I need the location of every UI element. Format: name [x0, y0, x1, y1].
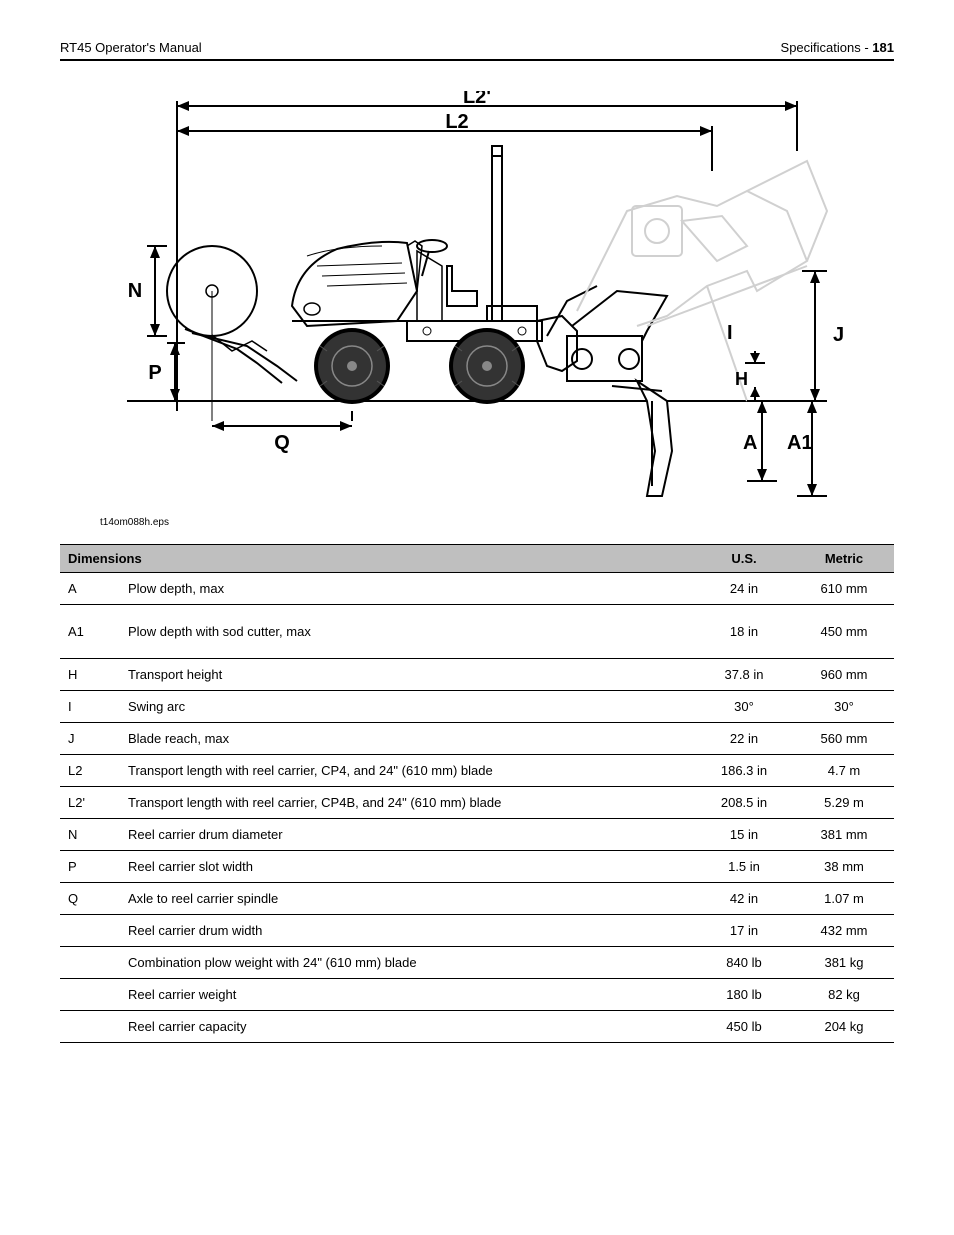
- cell-us: 186.3 in: [694, 755, 794, 787]
- cell-desc: Reel carrier slot width: [120, 851, 694, 883]
- cell-metric: 5.29 m: [794, 787, 894, 819]
- cell-desc: Reel carrier drum width: [120, 915, 694, 947]
- cell-metric: 204 kg: [794, 1011, 894, 1043]
- table-row: Combination plow weight with 24" (610 mm…: [60, 947, 894, 979]
- table-row: HTransport height37.8 in960 mm: [60, 659, 894, 691]
- label-l2p: L2': [463, 91, 491, 108]
- table-row: QAxle to reel carrier spindle42 in1.07 m: [60, 883, 894, 915]
- col-metric: Metric: [794, 545, 894, 573]
- spec-table: Dimensions U.S. Metric APlow depth, max2…: [60, 544, 894, 1043]
- cell-us: 17 in: [694, 915, 794, 947]
- table-row: NReel carrier drum diameter15 in381 mm: [60, 819, 894, 851]
- label-j: J: [833, 324, 844, 346]
- label-a1: A1: [787, 432, 813, 454]
- cell-us: 15 in: [694, 819, 794, 851]
- diagram-caption: t14om088h.eps: [100, 517, 894, 528]
- cell-desc: Transport length with reel carrier, CP4B…: [120, 787, 694, 819]
- cell-metric: 381 mm: [794, 819, 894, 851]
- col-us: U.S.: [694, 545, 794, 573]
- cell-ref: A: [60, 573, 120, 605]
- cell-us: 450 lb: [694, 1011, 794, 1043]
- label-i: I: [727, 322, 733, 344]
- table-row: PReel carrier slot width1.5 in38 mm: [60, 851, 894, 883]
- table-row: L2'Transport length with reel carrier, C…: [60, 787, 894, 819]
- cell-desc: Swing arc: [120, 691, 694, 723]
- cell-us: 18 in: [694, 605, 794, 659]
- table-row: Reel carrier weight180 lb82 kg: [60, 979, 894, 1011]
- cell-metric: 960 mm: [794, 659, 894, 691]
- table-row: APlow depth, max24 in610 mm: [60, 573, 894, 605]
- cell-ref: I: [60, 691, 120, 723]
- cell-metric: 450 mm: [794, 605, 894, 659]
- cell-desc: Transport height: [120, 659, 694, 691]
- col-dimensions: Dimensions: [60, 545, 694, 573]
- cell-us: 180 lb: [694, 979, 794, 1011]
- cell-ref: P: [60, 851, 120, 883]
- label-n: N: [128, 280, 142, 302]
- cell-ref: A1: [60, 605, 120, 659]
- cell-metric: 610 mm: [794, 573, 894, 605]
- label-h: H: [735, 369, 748, 389]
- cell-us: 22 in: [694, 723, 794, 755]
- cell-us: 30°: [694, 691, 794, 723]
- cell-desc: Combination plow weight with 24" (610 mm…: [120, 947, 694, 979]
- equipment-diagram: L2' L2 N: [107, 91, 847, 511]
- cell-desc: Reel carrier capacity: [120, 1011, 694, 1043]
- cell-ref: L2: [60, 755, 120, 787]
- cell-desc: Reel carrier drum diameter: [120, 819, 694, 851]
- label-a: A: [743, 432, 757, 454]
- cell-metric: 1.07 m: [794, 883, 894, 915]
- label-p: P: [148, 362, 161, 384]
- table-header-row: Dimensions U.S. Metric: [60, 545, 894, 573]
- cell-ref: J: [60, 723, 120, 755]
- cell-desc: Plow depth, max: [120, 573, 694, 605]
- cell-ref: [60, 1011, 120, 1043]
- cell-metric: 560 mm: [794, 723, 894, 755]
- table-row: ISwing arc30°30°: [60, 691, 894, 723]
- header-left: RT45 Operator's Manual: [60, 40, 202, 55]
- cell-ref: [60, 979, 120, 1011]
- cell-desc: Plow depth with sod cutter, max: [120, 605, 694, 659]
- label-l2: L2: [445, 111, 468, 133]
- cell-us: 840 lb: [694, 947, 794, 979]
- cell-metric: 432 mm: [794, 915, 894, 947]
- cell-us: 208.5 in: [694, 787, 794, 819]
- table-row: Reel carrier drum width17 in432 mm: [60, 915, 894, 947]
- cell-ref: N: [60, 819, 120, 851]
- cell-ref: H: [60, 659, 120, 691]
- cell-us: 24 in: [694, 573, 794, 605]
- cell-us: 1.5 in: [694, 851, 794, 883]
- cell-ref: [60, 947, 120, 979]
- table-row: A1Plow depth with sod cutter, max18 in45…: [60, 605, 894, 659]
- cell-ref: L2': [60, 787, 120, 819]
- table-row: Reel carrier capacity450 lb204 kg: [60, 1011, 894, 1043]
- table-row: L2Transport length with reel carrier, CP…: [60, 755, 894, 787]
- cell-metric: 4.7 m: [794, 755, 894, 787]
- header-rule: [60, 59, 894, 61]
- cell-us: 37.8 in: [694, 659, 794, 691]
- table-row: JBlade reach, max22 in560 mm: [60, 723, 894, 755]
- cell-metric: 381 kg: [794, 947, 894, 979]
- cell-ref: Q: [60, 883, 120, 915]
- cell-metric: 82 kg: [794, 979, 894, 1011]
- cell-desc: Reel carrier weight: [120, 979, 694, 1011]
- cell-us: 42 in: [694, 883, 794, 915]
- cell-desc: Axle to reel carrier spindle: [120, 883, 694, 915]
- cell-desc: Transport length with reel carrier, CP4,…: [120, 755, 694, 787]
- diagram-container: L2' L2 N: [60, 91, 894, 511]
- page-header: RT45 Operator's Manual Specifications - …: [60, 40, 894, 55]
- header-right: Specifications - 181: [781, 40, 894, 55]
- cell-metric: 38 mm: [794, 851, 894, 883]
- cell-ref: [60, 915, 120, 947]
- cell-metric: 30°: [794, 691, 894, 723]
- cell-desc: Blade reach, max: [120, 723, 694, 755]
- label-q: Q: [274, 432, 290, 454]
